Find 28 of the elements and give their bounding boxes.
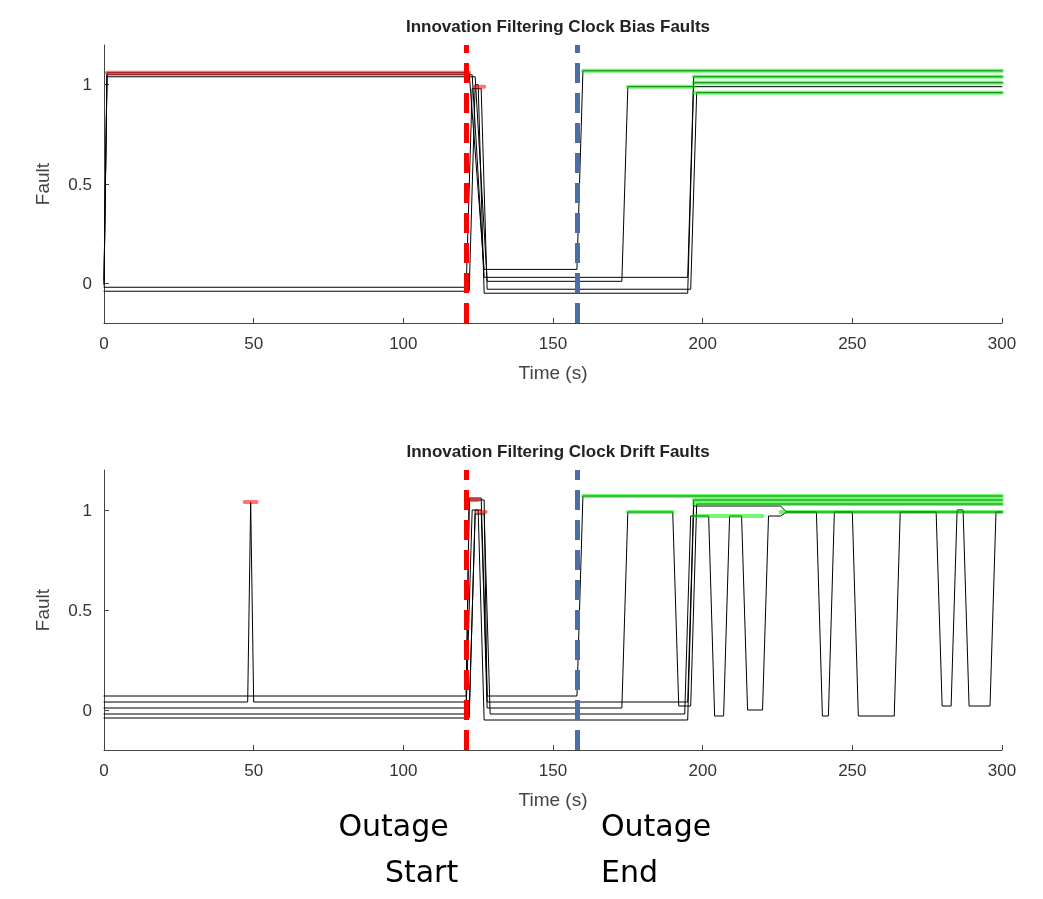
x-tick-label: 0 xyxy=(99,334,109,353)
ref-line-label: Outage End xyxy=(600,807,721,889)
x-tick-label: 250 xyxy=(838,334,867,353)
x-tick-label: 300 xyxy=(987,334,1017,353)
chart-title: Innovation Filtering Clock Drift Faults xyxy=(406,442,710,461)
x-tick-label: 100 xyxy=(389,761,418,780)
x-tick-label: 200 xyxy=(688,334,717,353)
y-tick-label: 0.5 xyxy=(68,174,92,194)
x-tick-label: 100 xyxy=(389,334,418,353)
y-tick-label: 1 xyxy=(82,75,92,95)
x-tick-label: 0 xyxy=(99,761,109,780)
x-tick-label: 300 xyxy=(987,761,1017,780)
y-tick-label: 0 xyxy=(82,273,92,293)
ref-line-label: Outage Start xyxy=(338,807,459,889)
y-axis-title: Fault xyxy=(32,162,53,206)
x-tick-label: 50 xyxy=(244,334,264,353)
x-tick-label: 200 xyxy=(688,761,717,780)
chart-title: Innovation Filtering Clock Bias Faults xyxy=(405,17,711,36)
x-tick-label: 150 xyxy=(538,761,568,780)
x-tick-label: 150 xyxy=(538,334,568,353)
y-tick-label: 0 xyxy=(82,700,92,720)
y-axis-title: Fault xyxy=(32,588,53,632)
x-axis-title: Time (s) xyxy=(518,789,588,810)
x-tick-label: 250 xyxy=(838,761,867,780)
x-axis-title: Time (s) xyxy=(518,362,588,383)
y-tick-label: 0.5 xyxy=(68,600,92,620)
x-tick-label: 50 xyxy=(244,761,264,780)
y-tick-label: 1 xyxy=(82,500,92,520)
